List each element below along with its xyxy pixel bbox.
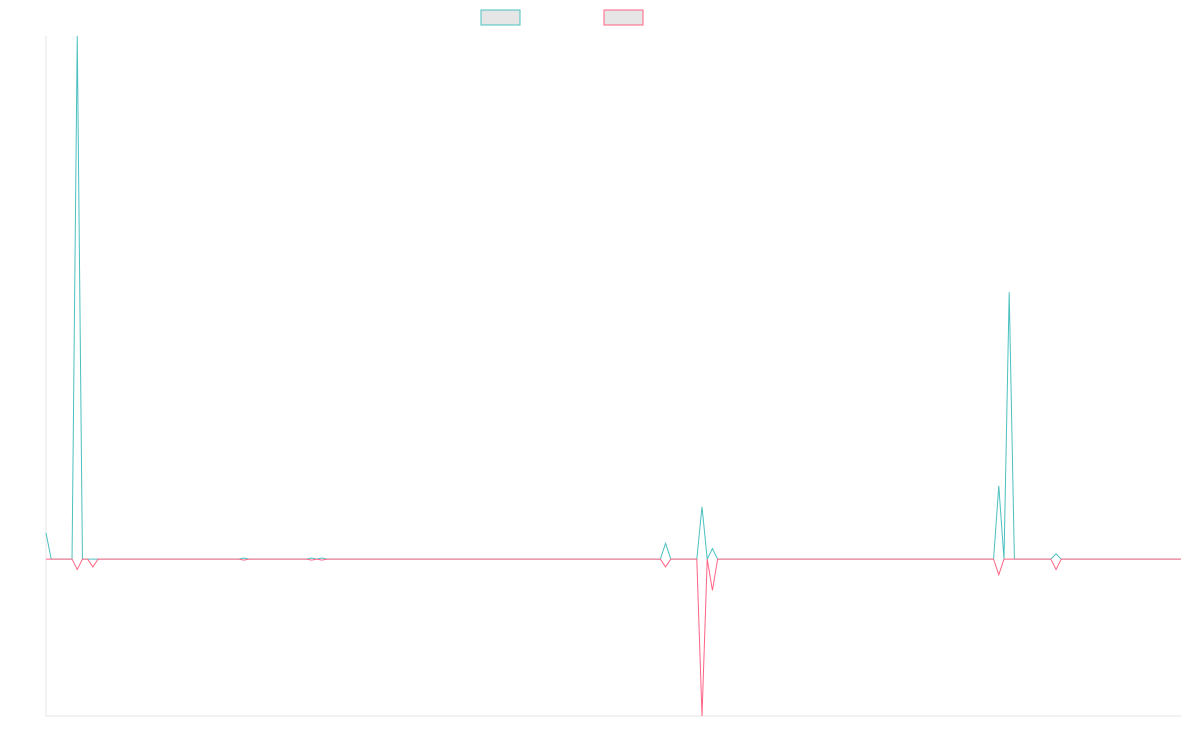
legend-swatch — [603, 9, 644, 26]
series-line — [45, 35, 1181, 561]
series-line — [46, 558, 1181, 717]
legend-swatch — [480, 9, 521, 26]
